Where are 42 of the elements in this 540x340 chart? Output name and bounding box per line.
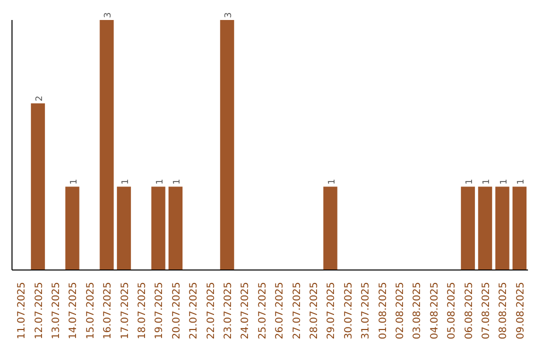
x-tick-label: 04.08.2025 xyxy=(429,282,440,340)
x-tick-label: 09.08.2025 xyxy=(515,282,526,340)
x-tick-label: 06.08.2025 xyxy=(464,282,475,340)
data-label: 1 xyxy=(172,178,183,185)
x-tick-label: 22.07.2025 xyxy=(206,282,217,340)
data-label: 1 xyxy=(464,178,475,185)
data-label: 1 xyxy=(120,178,131,185)
x-tick-label: 01.08.2025 xyxy=(378,282,389,340)
x-tick-label: 14.07.2025 xyxy=(68,282,80,340)
data-label: 1 xyxy=(499,178,510,185)
x-tick-label: 30.07.2025 xyxy=(343,282,354,340)
x-tick-label: 31.07.2025 xyxy=(360,282,372,340)
x-tick-label: 29.07.2025 xyxy=(326,282,338,340)
x-tick-label: 13.07.2025 xyxy=(51,282,62,340)
x-tick-label: 16.07.2025 xyxy=(102,282,114,340)
data-label: 3 xyxy=(224,12,234,18)
x-tick-label: 24.07.2025 xyxy=(240,282,252,340)
x-tick-label: 15.07.2025 xyxy=(85,282,96,340)
x-tick-label: 11.07.2025 xyxy=(16,282,28,340)
x-tick-label: 07.08.2025 xyxy=(481,282,492,340)
x-tick-label: 25.07.2025 xyxy=(257,282,268,340)
data-label: 1 xyxy=(516,178,527,185)
x-tick-label: 21.07.2025 xyxy=(188,282,200,340)
data-label: 1 xyxy=(69,178,80,185)
data-label: 2 xyxy=(34,96,45,102)
data-label: 1 xyxy=(482,178,492,185)
x-tick-label: 20.07.2025 xyxy=(171,282,182,340)
x-tick-label: 18.07.2025 xyxy=(137,282,148,340)
x-tick-label: 03.08.2025 xyxy=(412,282,424,340)
x-tick-label: 08.08.2025 xyxy=(498,282,510,340)
x-tick-label: 02.08.2025 xyxy=(395,282,406,340)
x-tick-label: 23.07.2025 xyxy=(223,282,234,340)
x-tick-label: 27.07.2025 xyxy=(292,282,303,340)
x-tick-label: 19.07.2025 xyxy=(154,282,166,340)
x-tick-label: 17.07.2025 xyxy=(120,282,131,340)
data-label: 1 xyxy=(327,178,338,185)
data-label: 1 xyxy=(155,178,166,185)
x-tick-label: 26.07.2025 xyxy=(274,282,286,340)
x-tick-label: 12.07.2025 xyxy=(34,282,45,340)
x-tick-label: 05.08.2025 xyxy=(446,282,458,340)
x-tick-label: 28.07.2025 xyxy=(309,282,320,340)
data-label: 3 xyxy=(104,12,114,18)
